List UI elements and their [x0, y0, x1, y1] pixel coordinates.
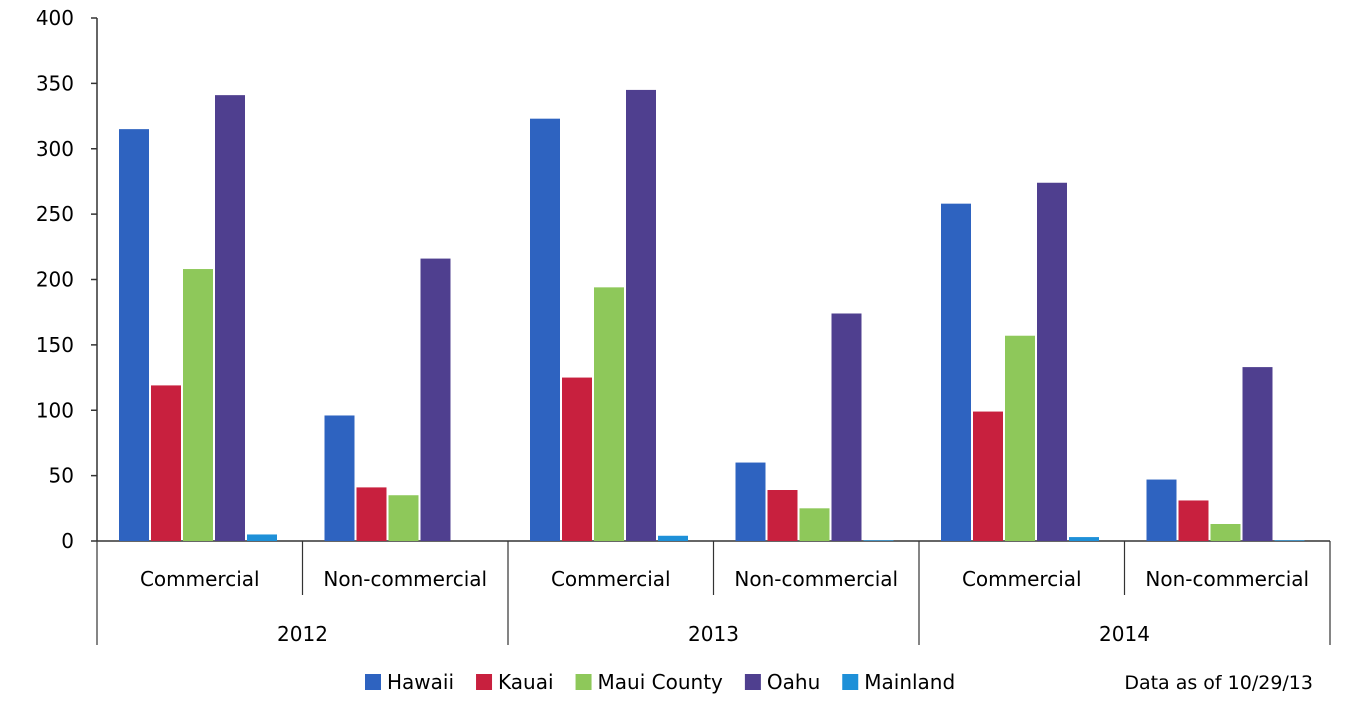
y-tick-label: 200	[36, 268, 74, 292]
bar-hawaii	[530, 118, 560, 542]
y-tick-label: 250	[36, 202, 74, 226]
bar-maui-county	[799, 508, 830, 541]
y-tick-label: 100	[36, 398, 74, 422]
legend-label: Hawaii	[387, 670, 454, 694]
bar-kauai	[767, 490, 798, 541]
category-label: Commercial	[551, 567, 671, 591]
axes	[91, 17, 1331, 645]
bar-maui-county	[183, 269, 213, 541]
legend-label: Oahu	[767, 670, 820, 694]
category-label: Commercial	[140, 567, 260, 591]
bar-oahu	[420, 258, 451, 541]
category-label: Non-commercial	[1145, 567, 1309, 591]
category-label: Commercial	[962, 567, 1082, 591]
bar-oahu	[626, 89, 656, 541]
y-tick-label: 150	[36, 333, 74, 357]
legend-label: Mainland	[864, 670, 955, 694]
bar-maui-county	[1210, 524, 1241, 541]
bar-hawaii	[119, 129, 149, 541]
year-label: 2014	[1099, 622, 1150, 646]
y-tick-label: 350	[36, 71, 74, 95]
legend: Hawaii Kauai Maui County Oahu Mainland Data a…	[365, 670, 1313, 694]
legend-swatch	[575, 674, 592, 690]
bar-kauai	[356, 487, 387, 541]
bar-mainland	[658, 535, 688, 541]
bar-mainland	[1274, 540, 1305, 541]
y-tick-label: 50	[49, 464, 74, 488]
bar-oahu	[215, 95, 245, 541]
legend-swatch	[744, 674, 761, 690]
y-tick-label: 400	[36, 6, 74, 30]
legend-label: Maui County	[598, 670, 723, 694]
bar-oahu	[1242, 367, 1273, 541]
y-tick-label: 300	[36, 137, 74, 161]
legend-swatch	[365, 674, 381, 690]
bars	[119, 89, 1305, 542]
bar-maui-county	[1005, 335, 1035, 541]
axis-labels: 0 50 100 150 200 250 300 350 400 Commercial Non-co…	[36, 6, 1309, 646]
bar-mainland	[247, 534, 277, 541]
bar-maui-county	[594, 287, 624, 541]
bar-mainland	[863, 540, 894, 541]
data-date-note: Data as of 10/29/13	[1124, 672, 1313, 694]
bar-hawaii	[735, 462, 766, 541]
bar-kauai	[151, 385, 181, 541]
bar-hawaii	[1146, 479, 1177, 541]
bar-kauai	[562, 377, 592, 541]
category-label: Non-commercial	[734, 567, 898, 591]
category-label: Non-commercial	[323, 567, 487, 591]
legend-label: Kauai	[498, 670, 554, 694]
bar-oahu	[831, 313, 862, 541]
bar-hawaii	[324, 415, 355, 541]
bar-kauai	[973, 411, 1003, 541]
bar-oahu	[1037, 182, 1067, 541]
legend-swatch	[476, 674, 493, 690]
bar-maui-county	[388, 495, 419, 541]
legend-swatch	[842, 674, 859, 690]
bar-mainland	[1069, 537, 1099, 541]
y-tick-label: 0	[61, 529, 74, 553]
bar-kauai	[1178, 500, 1209, 541]
bar-hawaii	[941, 203, 971, 542]
year-label: 2013	[688, 622, 739, 646]
year-label: 2012	[277, 622, 328, 646]
